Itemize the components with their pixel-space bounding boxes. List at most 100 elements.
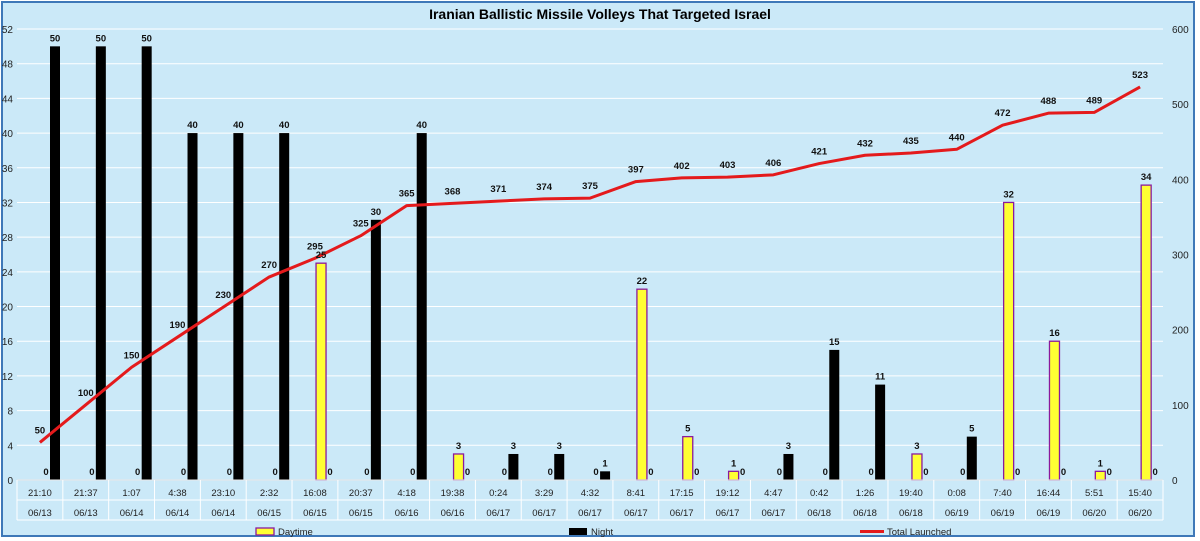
daytime-data-label: 0 (593, 467, 598, 478)
night-bar (783, 453, 794, 480)
total-data-label: 406 (765, 158, 781, 169)
night-bar (600, 471, 611, 480)
night-bar (966, 436, 977, 480)
x-tick-label-date: 06/17 (670, 508, 694, 519)
daytime-data-label: 0 (43, 467, 48, 478)
x-tick-label-date: 06/14 (166, 508, 190, 519)
daytime-bar (315, 262, 327, 481)
daytime-bar (1002, 201, 1015, 481)
night-data-label: 0 (923, 467, 928, 478)
x-tick-label-time: 0:08 (947, 488, 966, 499)
y-left-tick-label: 28 (2, 233, 14, 244)
x-tick-label-date: 06/13 (74, 508, 98, 519)
x-tick-label-date: 06/15 (303, 508, 327, 519)
night-data-label: 0 (1153, 467, 1158, 478)
x-tick-label-date: 06/17 (578, 508, 602, 519)
x-tick-label-time: 4:38 (168, 488, 187, 499)
y-left-tick-label: 52 (2, 25, 14, 36)
daytime-bar (682, 435, 694, 481)
y-right-tick-label: 500 (1172, 100, 1189, 111)
x-tick-label-date: 06/18 (807, 508, 831, 519)
x-tick-label-time: 21:37 (74, 488, 98, 499)
night-data-label: 0 (327, 467, 332, 478)
night-data-label: 11 (875, 372, 886, 383)
night-data-label: 5 (969, 424, 975, 435)
total-data-label: 270 (261, 260, 277, 271)
total-data-label: 432 (857, 138, 873, 149)
y-left-tick-label: 24 (2, 268, 14, 279)
daytime-data-label: 5 (685, 424, 691, 435)
daytime-data-label: 0 (89, 467, 94, 478)
daytime-bar (727, 470, 740, 481)
daytime-bar (911, 453, 923, 481)
x-tick-label-date: 06/17 (532, 508, 556, 519)
daytime-bar (452, 453, 465, 481)
total-data-label: 488 (1040, 96, 1056, 107)
x-tick-label-time: 1:07 (122, 488, 141, 499)
y-left-tick-label: 40 (2, 129, 14, 140)
daytime-data-label: 3 (456, 441, 461, 452)
total-data-label: 150 (124, 350, 140, 361)
x-tick-label-date: 06/17 (761, 508, 785, 519)
total-data-label: 371 (490, 184, 507, 195)
daytime-data-label: 32 (1003, 189, 1014, 200)
night-bar (50, 46, 60, 480)
x-tick-label-time: 20:37 (349, 488, 373, 499)
x-tick-label-time: 23:10 (211, 488, 235, 499)
y-left-tick-label: 4 (7, 441, 13, 452)
x-tick-label-date: 06/17 (716, 508, 740, 519)
y-left-tick-label: 32 (2, 198, 14, 209)
night-data-label: 15 (829, 337, 840, 348)
total-data-label: 100 (78, 388, 94, 399)
night-data-label: 0 (465, 467, 470, 478)
total-launched-line (38, 85, 1141, 444)
x-tick-label-time: 7:40 (993, 488, 1012, 499)
daytime-data-label: 0 (868, 467, 873, 478)
night-data-label: 0 (1061, 467, 1066, 478)
y-left-tick-label: 48 (2, 60, 14, 71)
daytime-data-label: 0 (364, 467, 369, 478)
total-data-label: 472 (995, 108, 1011, 119)
x-tick-label-date: 06/18 (899, 508, 923, 519)
x-tick-label-date: 06/17 (624, 508, 648, 519)
night-bar (187, 133, 198, 481)
night-bar (370, 219, 381, 481)
y-left-tick-label: 20 (2, 303, 14, 314)
night-data-label: 3 (557, 441, 562, 452)
night-bar (875, 384, 886, 480)
x-tick-label-time: 19:40 (899, 488, 923, 499)
total-line-layer (38, 85, 1141, 444)
daytime-data-label: 1 (1098, 458, 1104, 469)
y-left-tick-label: 16 (2, 337, 14, 348)
daytime-data-label: 0 (410, 467, 415, 478)
total-data-label: 50 (35, 425, 46, 436)
legend-label-night: Night (591, 527, 614, 538)
night-data-label: 3 (786, 441, 791, 452)
x-tick-label-time: 19:38 (441, 488, 465, 499)
x-tick-label-time: 16:44 (1037, 488, 1061, 499)
x-tick-label-time: 17:15 (670, 488, 694, 499)
total-data-label: 402 (674, 161, 690, 172)
daytime-bar (636, 288, 648, 481)
x-tick-label-date: 06/16 (395, 508, 419, 519)
y-right-tick-label: 200 (1172, 326, 1189, 337)
night-bar (141, 46, 152, 480)
total-data-label: 325 (353, 219, 370, 230)
y-left-tick-label: 8 (7, 407, 13, 418)
total-data-label: 421 (811, 147, 828, 158)
total-data-label: 375 (582, 181, 599, 192)
daytime-data-label: 34 (1141, 172, 1152, 183)
total-data-label: 190 (170, 320, 186, 331)
night-data-label: 50 (141, 33, 152, 44)
daytime-data-label: 16 (1049, 328, 1060, 339)
total-data-label: 440 (949, 132, 965, 143)
night-bar (416, 133, 427, 481)
total-data-label: 397 (628, 165, 644, 176)
night-data-label: 0 (740, 467, 745, 478)
daytime-data-label: 25 (316, 250, 327, 261)
y-right-tick-label: 0 (1172, 476, 1178, 487)
night-data-label: 40 (233, 120, 244, 131)
x-tick-label-time: 19:12 (716, 488, 740, 499)
